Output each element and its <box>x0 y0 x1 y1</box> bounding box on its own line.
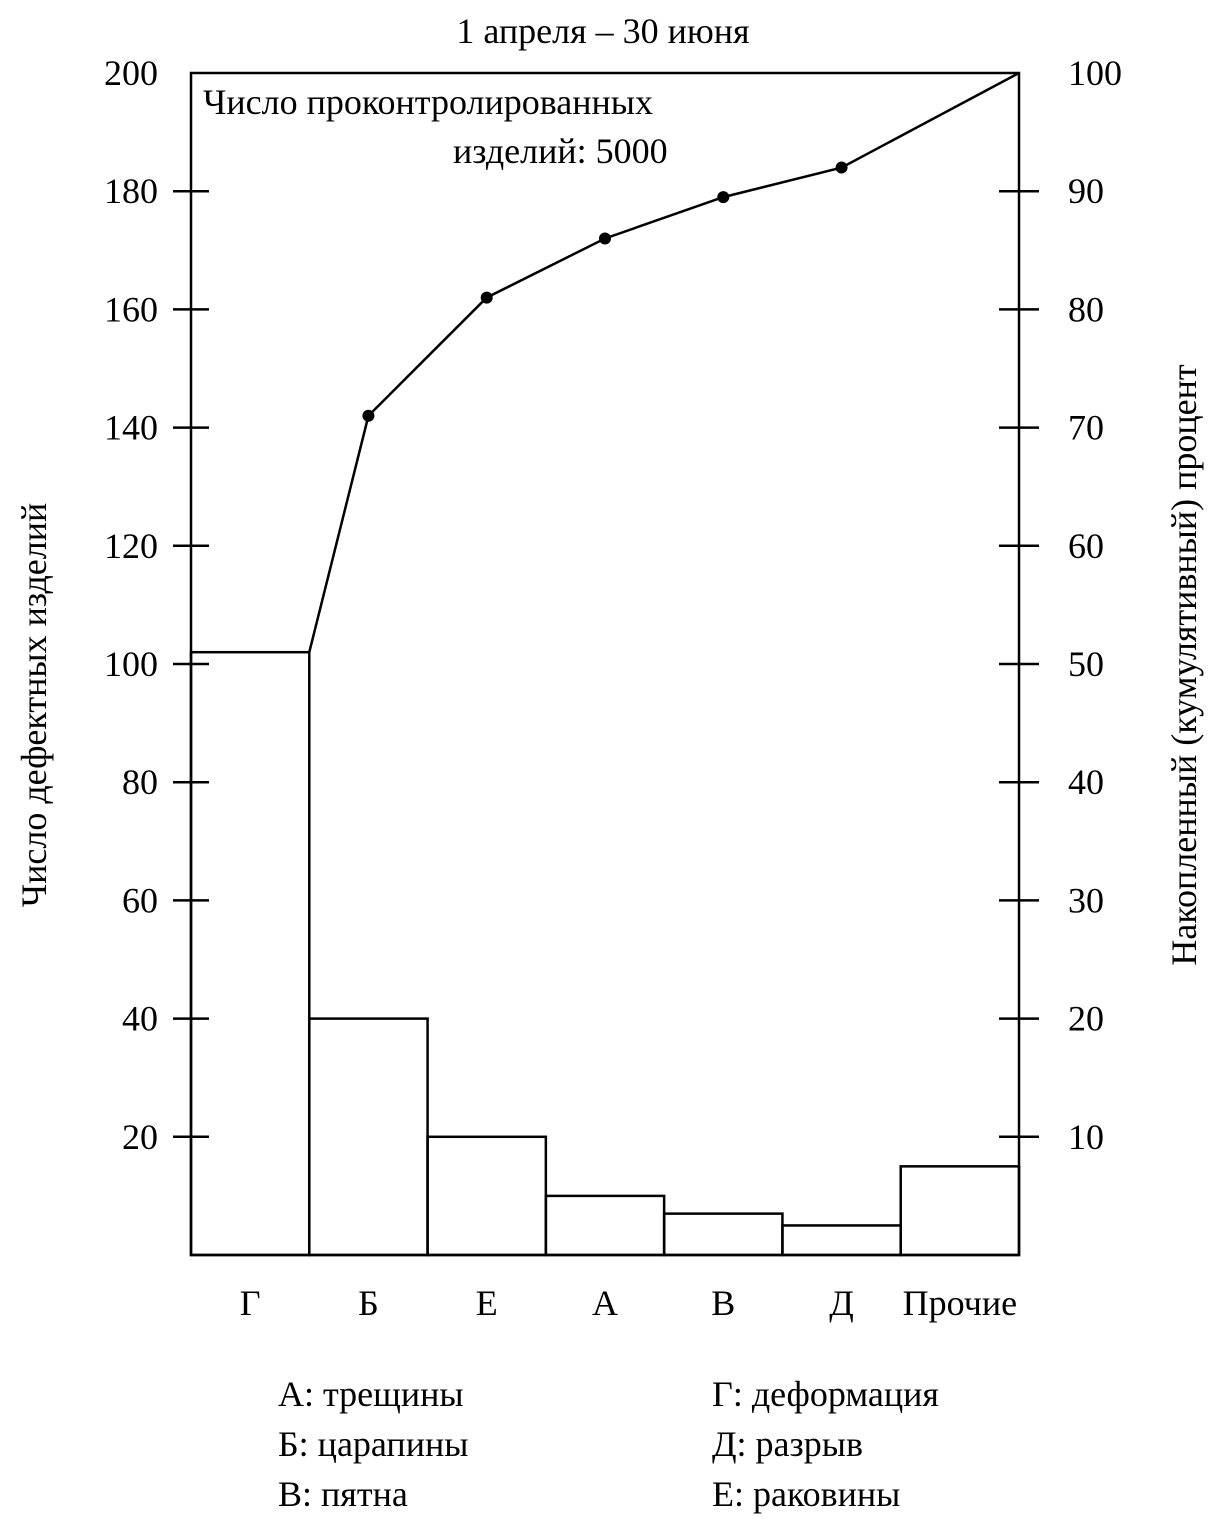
y-tick-label-10: 200 <box>104 53 158 93</box>
bars: Г Б Е А В Д Прочие <box>189 650 1021 1323</box>
cumulative-point-5 <box>835 161 848 174</box>
bar-1 <box>189 650 311 1257</box>
bar-4 <box>544 1194 666 1257</box>
y-axis-label: Число дефектных изделий <box>14 503 54 907</box>
cumulative-line <box>308 71 1020 653</box>
legend-item-b: Б: царапины <box>278 1424 469 1464</box>
x-tick-label-4: А <box>592 1283 618 1323</box>
y2-tick-label-1: 10 <box>1068 1117 1104 1157</box>
chart-title: 1 апреля – 30 июня <box>456 11 749 51</box>
bar-3 <box>426 1135 548 1257</box>
y2-tick-label-9: 90 <box>1068 171 1104 211</box>
x-tick-label-3: Е <box>476 1283 498 1323</box>
plot-frame <box>189 71 1021 1257</box>
inspected-count-line2: изделий: 5000 <box>453 131 668 171</box>
y-tick-label-7: 140 <box>104 408 158 448</box>
y-tick-label-2: 40 <box>122 999 158 1039</box>
y-tick-label-5: 100 <box>104 644 158 684</box>
legend-left: А: трещины Б: царапины В: пятна <box>278 1369 468 1519</box>
y-tick-label-3: 60 <box>122 880 158 920</box>
y-tick-label-9: 180 <box>104 171 158 211</box>
y-tick-label-4: 80 <box>122 762 158 802</box>
y-tick-label-6: 120 <box>104 526 158 566</box>
axis-ticks: 20 40 60 80 100 120 140 160 180 200 10 20 30 40 50 60 70… <box>104 53 1122 1157</box>
bar-2 <box>308 1017 429 1257</box>
y2-tick-label-8: 80 <box>1068 289 1104 329</box>
bar-6 <box>781 1224 902 1257</box>
y2-tick-label-7: 70 <box>1068 408 1104 448</box>
bar-7 <box>899 1165 1021 1257</box>
y2-tick-label-2: 20 <box>1068 999 1104 1039</box>
x-tick-label-7: Прочие <box>903 1283 1017 1323</box>
cumulative-point-1 <box>362 409 375 422</box>
y2-tick-label-10: 100 <box>1068 53 1122 93</box>
cumulative-point-2 <box>480 291 493 304</box>
y-tick-label-1: 20 <box>122 1117 158 1157</box>
bar-5 <box>662 1212 784 1257</box>
x-tick-label-1: Г <box>240 1283 261 1323</box>
legend-item-v: В: пятна <box>278 1474 408 1514</box>
legend-item-d: Д: разрыв <box>712 1424 863 1464</box>
cumulative-point-4 <box>717 191 730 204</box>
inspected-count-line1: Число проконтролированных <box>203 82 653 122</box>
legend-item-g: Г: деформация <box>712 1374 939 1414</box>
y2-tick-label-6: 60 <box>1068 526 1104 566</box>
legend-right: Г: деформация Д: разрыв Е: раковины <box>712 1369 939 1519</box>
legend-item-a: А: трещины <box>278 1374 464 1414</box>
y2-tick-label-4: 40 <box>1068 762 1104 802</box>
y2-tick-label-3: 30 <box>1068 880 1104 920</box>
x-tick-label-2: Б <box>358 1283 379 1323</box>
cumulative-point-3 <box>599 232 611 245</box>
y2-tick-label-5: 50 <box>1068 644 1104 684</box>
y-tick-label-8: 160 <box>104 289 158 329</box>
x-tick-label-6: Д <box>829 1283 854 1323</box>
x-tick-label-5: В <box>711 1283 735 1323</box>
y2-axis-label: Накопленный (кумулятивный) процент <box>1164 364 1204 966</box>
legend-item-e: Е: раковины <box>712 1474 901 1514</box>
